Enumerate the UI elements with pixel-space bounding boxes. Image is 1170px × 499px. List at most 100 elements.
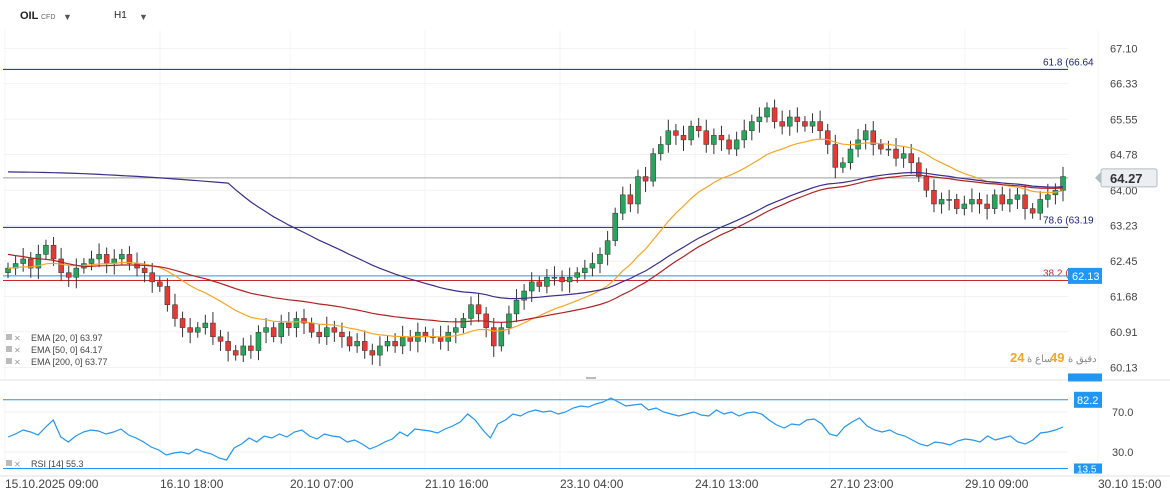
- candle-body: [703, 130, 710, 145]
- candle-body: [916, 162, 922, 177]
- candle-body: [308, 322, 315, 333]
- candle-body: [908, 153, 914, 164]
- candle-body: [301, 318, 307, 324]
- candle-body: [688, 125, 694, 141]
- candle-body: [202, 322, 209, 328]
- candle-body: [589, 263, 596, 269]
- candle-body: [832, 144, 839, 168]
- candle-body: [58, 258, 64, 273]
- price-axis-tick: 65.55: [1110, 114, 1138, 126]
- candle-body: [878, 144, 884, 150]
- candle-body: [96, 254, 102, 260]
- candle-body: [50, 244, 57, 260]
- candle-body: [225, 341, 231, 351]
- candle-body: [278, 322, 284, 338]
- time-axis-tick: 16.10 18:00: [160, 477, 224, 491]
- symbol-selector[interactable]: OIL: [20, 10, 39, 22]
- candle-body: [824, 130, 831, 145]
- candle-body: [475, 304, 482, 315]
- price-axis-tick: 66.33: [1110, 79, 1138, 91]
- candle-body: [900, 153, 907, 159]
- legend-close-icon: ✕: [14, 334, 21, 343]
- candle-body: [453, 327, 459, 333]
- chart-toolbar: OIL CFD ▼ H1 ▼: [0, 0, 1170, 30]
- time-axis-tick: 21.10 16:00: [425, 477, 489, 491]
- candle-body: [695, 125, 702, 131]
- candle-body: [369, 350, 376, 356]
- panel-resize-handle[interactable]: [586, 377, 596, 379]
- candle-body: [1014, 194, 1021, 200]
- candle-body: [817, 121, 823, 131]
- candle-body: [286, 322, 292, 328]
- candle-body: [468, 304, 474, 319]
- candle-body: [969, 199, 975, 205]
- time-axis-tick: 23.10 04:00: [560, 477, 624, 491]
- candle-body: [559, 277, 565, 283]
- candle-body: [733, 139, 740, 150]
- level-label: 61.8 (66.64: [1043, 57, 1094, 68]
- time-axis-tick: 30.10 15:00: [1098, 477, 1162, 491]
- candle-body: [931, 190, 937, 205]
- candle-body: [513, 299, 520, 315]
- candle-body: [141, 267, 148, 273]
- candle-body: [938, 199, 945, 205]
- candle-body: [119, 254, 125, 260]
- candle-body: [779, 121, 785, 127]
- symbol-dropdown-caret-icon[interactable]: ▼: [63, 12, 72, 22]
- price-axis-tick: 64.78: [1110, 150, 1138, 162]
- candle-body: [870, 130, 877, 145]
- rsi-line: [7, 397, 1064, 461]
- candle-body: [946, 199, 952, 201]
- legend-settings-icon[interactable]: [6, 358, 12, 364]
- price-axis-tick: 67.10: [1110, 43, 1138, 55]
- level-price-tag-label: 62.13: [1072, 271, 1100, 283]
- candle-body: [28, 258, 34, 269]
- candle-body: [384, 341, 391, 347]
- timeframe-dropdown-caret-icon[interactable]: ▼: [139, 12, 148, 22]
- candle-body: [862, 130, 869, 141]
- price-axis-tick: 61.68: [1110, 291, 1138, 303]
- candle-body: [126, 254, 133, 264]
- timeframe-selector[interactable]: H1: [114, 10, 127, 21]
- time-axis-tick: 24.10 13:00: [695, 477, 759, 491]
- ema-50-line: [7, 174, 1064, 323]
- candle-body: [65, 272, 72, 278]
- candle-body: [665, 130, 672, 145]
- candle-body: [1060, 176, 1066, 191]
- candle-body: [711, 135, 717, 145]
- candle-body: [324, 327, 330, 338]
- rsi-upper-tag: [1074, 391, 1102, 408]
- candle-body: [582, 267, 588, 273]
- candle-body: [248, 345, 254, 351]
- candle-body: [210, 322, 216, 338]
- candle-body: [953, 199, 960, 209]
- bottom-price-tag: [1068, 373, 1102, 382]
- candle-body: [984, 203, 990, 209]
- candle-body: [574, 272, 580, 278]
- candle-body: [566, 277, 573, 283]
- candle-body: [73, 267, 80, 278]
- candle-body: [232, 350, 239, 356]
- countdown-minutes: 24: [1010, 350, 1025, 365]
- candle-body: [764, 107, 770, 118]
- candle-body: [164, 286, 171, 305]
- rsi-legend-settings-icon[interactable]: [6, 460, 12, 466]
- candle-body: [399, 336, 406, 347]
- candle-body: [893, 148, 899, 159]
- legend-close-icon: ✕: [14, 358, 21, 367]
- candle-body: [491, 327, 497, 347]
- legend-settings-icon[interactable]: [6, 346, 12, 352]
- candle-body: [771, 107, 778, 122]
- candle-body: [673, 130, 679, 136]
- candle-body: [597, 254, 603, 264]
- candle-body: [5, 267, 11, 273]
- candle-body: [726, 139, 732, 150]
- legend-settings-icon[interactable]: [6, 334, 12, 340]
- candle-body: [635, 176, 641, 205]
- candle-body: [187, 327, 193, 333]
- candle-body: [620, 194, 626, 214]
- candle-body: [999, 194, 1006, 205]
- price-axis-tick: 60.91: [1110, 327, 1138, 339]
- time-axis-tick: 20.10 07:00: [290, 477, 354, 491]
